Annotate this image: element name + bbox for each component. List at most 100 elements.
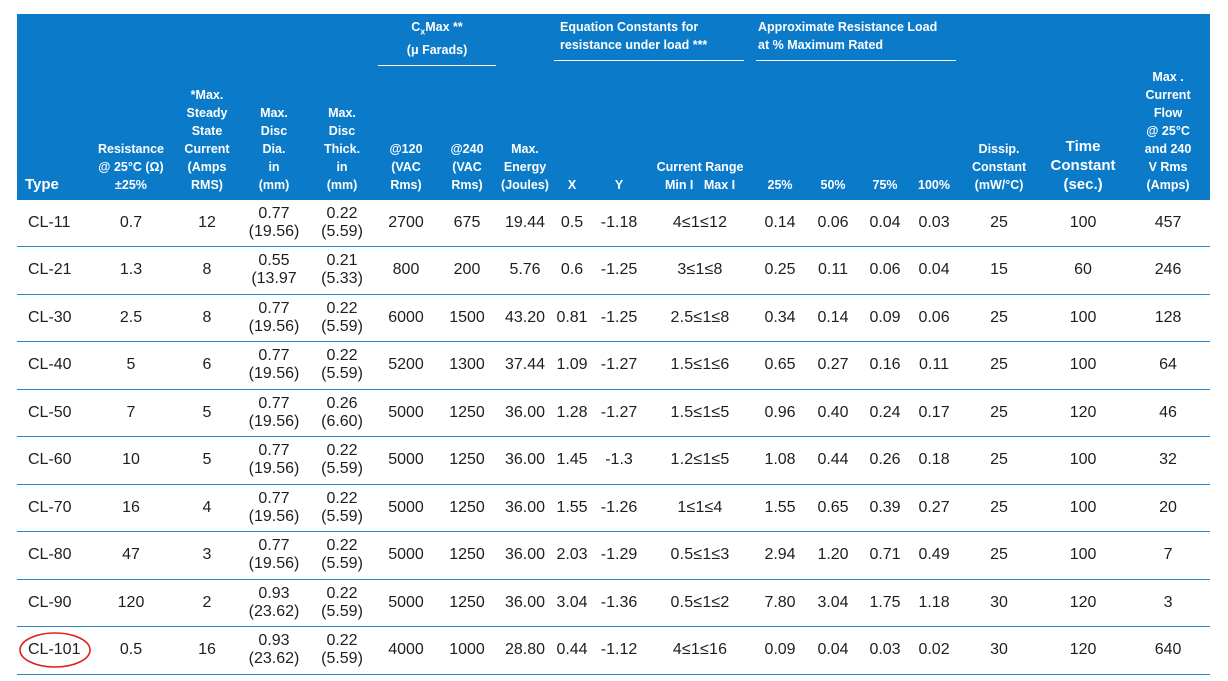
cell-steady-current: 5 (174, 389, 240, 437)
cell-y: -1.12 (592, 626, 647, 675)
cell-time-constant: 60 (1040, 246, 1127, 295)
cell-dissip: 30 (958, 626, 1041, 675)
cell-c240: 675 (436, 199, 499, 247)
cell-75pct: 0.16 (860, 341, 911, 390)
cell-c240: 1000 (436, 626, 499, 675)
cell-disc-thick: 0.22 (5.59) (308, 341, 377, 390)
cell-time-constant: 120 (1040, 579, 1127, 627)
cell-c120: 6000 (376, 294, 437, 342)
cell-time-constant: 100 (1040, 436, 1127, 485)
cell-type: CL-80 (17, 531, 88, 580)
cell-current-flow: 7 (1126, 531, 1211, 580)
table-row: CL-70 16 4 0.77 (19.56) 0.22 (5.59) 5000 1250 36.… (17, 484, 1211, 532)
cell-75pct: 1.75 (860, 579, 911, 627)
cell-y: -1.27 (592, 341, 647, 390)
cell-disc-dia: 0.77 (19.56) (240, 436, 308, 485)
cell-c240: 1300 (436, 341, 499, 390)
cell-y: -1.25 (592, 246, 647, 295)
col-25pct: 25% (754, 65, 807, 200)
cell-50pct: 0.65 (806, 484, 861, 532)
cell-resistance: 47 (88, 531, 174, 580)
cell-75pct: 0.24 (860, 389, 911, 437)
table-row: CL-90 120 2 0.93 (23.62) 0.22 (5.59) 5000 1250 36… (17, 579, 1211, 627)
cell-100pct: 0.17 (910, 389, 959, 437)
col-type: Type (17, 65, 88, 200)
cell-75pct: 0.26 (860, 436, 911, 485)
cell-100pct: 0.18 (910, 436, 959, 485)
cell-disc-dia: 0.93 (23.62) (240, 579, 308, 627)
cell-y: -1.25 (592, 294, 647, 342)
cell-energy: 36.00 (498, 389, 553, 437)
cell-25pct: 0.14 (754, 199, 807, 247)
cell-25pct: 0.96 (754, 389, 807, 437)
cell-time-constant: 100 (1040, 294, 1127, 342)
red-circle-annotation-icon (19, 632, 91, 669)
table-row: CL-50 7 5 0.77 (19.56) 0.26 (6.60) 5000 1250 36.0… (17, 389, 1211, 437)
cell-steady-current: 6 (174, 341, 240, 390)
cell-y: -1.26 (592, 484, 647, 532)
cell-dissip: 30 (958, 579, 1041, 627)
cell-disc-thick: 0.22 (5.59) (308, 294, 377, 342)
cell-current-flow: 32 (1126, 436, 1211, 485)
cell-dissip: 25 (958, 199, 1041, 247)
cell-energy: 37.44 (498, 341, 553, 390)
col-energy: Max. Energy (Joules) (498, 65, 553, 200)
cell-75pct: 0.04 (860, 199, 911, 247)
cell-dissip: 25 (958, 294, 1041, 342)
cell-type: CL-50 (17, 389, 88, 437)
spec-table-container: CxMax ** (μ Farads) Equation Constants f… (17, 14, 1211, 675)
table-body: CL-11 0.7 12 0.77 (19.56) 0.22 (5.59) 2700 675 19… (17, 199, 1211, 675)
cell-75pct: 0.39 (860, 484, 911, 532)
cell-25pct: 0.34 (754, 294, 807, 342)
col-75pct: 75% (860, 65, 911, 200)
col-c120: @120 (VAC Rms) (376, 65, 437, 200)
col-c240: @240 (VAC Rms) (436, 65, 499, 200)
cell-time-constant: 100 (1040, 199, 1127, 247)
cell-disc-thick: 0.22 (5.59) (308, 484, 377, 532)
cell-c120: 800 (376, 246, 437, 295)
cell-50pct: 0.04 (806, 626, 861, 675)
cell-resistance: 0.7 (88, 199, 174, 247)
cell-time-constant: 100 (1040, 531, 1127, 580)
cell-resistance: 120 (88, 579, 174, 627)
cell-25pct: 0.09 (754, 626, 807, 675)
cell-dissip: 25 (958, 389, 1041, 437)
cell-100pct: 1.18 (910, 579, 959, 627)
cell-c240: 200 (436, 246, 499, 295)
cell-current-range: 1.2≤1≤5 (646, 436, 755, 485)
cell-energy: 43.20 (498, 294, 553, 342)
cell-steady-current: 16 (174, 626, 240, 675)
cell-y: -1.27 (592, 389, 647, 437)
cell-50pct: 0.40 (806, 389, 861, 437)
cell-x: 1.55 (552, 484, 593, 532)
col-y: Y (592, 65, 647, 200)
table-row: CL-60 10 5 0.77 (19.56) 0.22 (5.59) 5000 1250 36.… (17, 436, 1211, 485)
cell-50pct: 1.20 (806, 531, 861, 580)
cell-current-flow: 246 (1126, 246, 1211, 295)
cell-current-range: 1≤1≤4 (646, 484, 755, 532)
table-header: CxMax ** (μ Farads) Equation Constants f… (17, 14, 1211, 200)
cell-100pct: 0.06 (910, 294, 959, 342)
cell-resistance: 5 (88, 341, 174, 390)
cell-steady-current: 3 (174, 531, 240, 580)
cell-disc-thick: 0.22 (5.59) (308, 626, 377, 675)
cell-current-range: 4≤1≤12 (646, 199, 755, 247)
cell-type: CL-90 (17, 579, 88, 627)
cell-disc-dia: 0.55 (13.97 (240, 246, 308, 295)
cell-x: 0.44 (552, 626, 593, 675)
cell-c240: 1250 (436, 579, 499, 627)
cell-dissip: 25 (958, 484, 1041, 532)
cell-steady-current: 8 (174, 246, 240, 295)
cell-type: CL-21 (17, 246, 88, 295)
cell-x: 3.04 (552, 579, 593, 627)
cell-100pct: 0.11 (910, 341, 959, 390)
table-row: CL-40 5 6 0.77 (19.56) 0.22 (5.59) 5200 1300 37.4… (17, 341, 1211, 390)
cell-dissip: 25 (958, 341, 1041, 390)
cell-current-flow: 128 (1126, 294, 1211, 342)
cell-type: CL-70 (17, 484, 88, 532)
cell-energy: 36.00 (498, 436, 553, 485)
cell-disc-thick: 0.26 (6.60) (308, 389, 377, 437)
col-100pct: 100% (910, 65, 959, 200)
cell-50pct: 0.06 (806, 199, 861, 247)
cell-75pct: 0.06 (860, 246, 911, 295)
